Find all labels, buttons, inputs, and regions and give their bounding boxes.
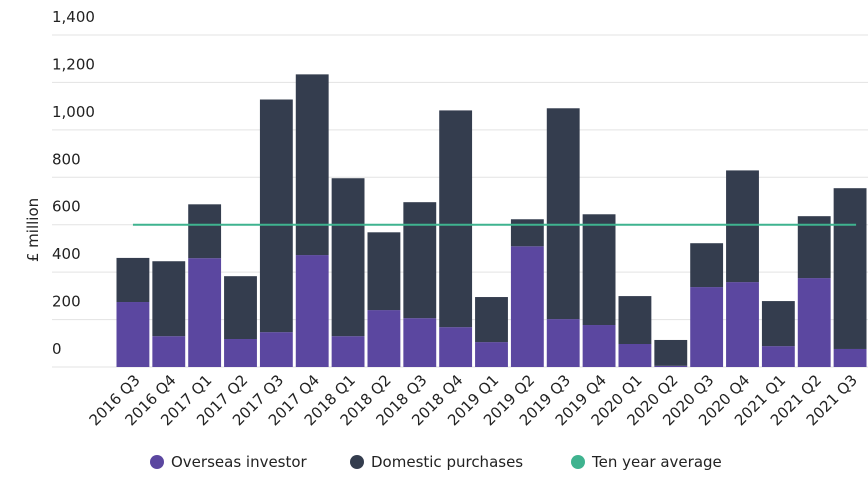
bar-segment — [331, 336, 365, 367]
bar-segment — [152, 261, 186, 337]
bar-segment — [510, 219, 544, 247]
y-tick-label: 1,200 — [52, 55, 95, 73]
bar-segment — [654, 365, 688, 367]
bar-segment — [761, 301, 795, 347]
bar-segment — [295, 74, 329, 256]
y-tick-label: 0 — [52, 340, 62, 358]
bar-segment — [224, 339, 257, 367]
bar-segment — [367, 232, 401, 311]
bar-segment — [259, 99, 293, 333]
bar-segment — [761, 346, 795, 367]
legend-label: Overseas investor — [171, 453, 308, 471]
y-tick-label: 600 — [52, 198, 81, 216]
bar-segment — [690, 287, 724, 367]
bar-segment — [618, 343, 652, 367]
y-tick-label: 1,400 — [52, 8, 95, 26]
bar-segment — [259, 332, 293, 367]
bar-segment — [116, 257, 150, 303]
bar-segment — [152, 336, 186, 367]
bar-segment — [188, 258, 222, 367]
bar-segment — [439, 327, 473, 367]
bar-segment — [403, 202, 437, 319]
legend-swatch — [350, 455, 364, 469]
bar-segment — [295, 255, 329, 367]
bar-segment — [475, 342, 508, 367]
bar-segment — [797, 216, 831, 279]
bar-segment — [331, 178, 365, 337]
bar-segment — [582, 214, 616, 326]
bar-segment — [546, 108, 580, 320]
y-tick-label: 200 — [52, 293, 81, 311]
bar-segment — [833, 348, 867, 367]
bar-segment — [618, 296, 652, 344]
bar-segment — [403, 318, 437, 367]
legend-swatch — [571, 455, 585, 469]
legend-label: Domestic purchases — [371, 453, 523, 471]
y-tick-label: 800 — [52, 150, 81, 168]
bar-segment — [510, 246, 544, 367]
bar-segment — [833, 188, 867, 349]
bar-segment — [224, 276, 257, 340]
bar-segment — [726, 170, 759, 283]
y-tick-label: 1,000 — [52, 103, 95, 121]
bar-segment — [116, 302, 150, 367]
bar-segment — [439, 110, 473, 328]
bar-segment — [367, 310, 401, 367]
bar-segment — [654, 339, 688, 366]
legend-swatch — [150, 455, 164, 469]
bar-segment — [726, 282, 759, 367]
bar-segment — [188, 204, 222, 259]
bar-segment — [690, 243, 724, 288]
bar-segment — [546, 319, 580, 367]
y-axis-title: £ million — [24, 198, 42, 262]
bar-segment — [582, 325, 616, 367]
legend-label: Ten year average — [591, 453, 722, 471]
bar-segment — [475, 297, 508, 343]
y-tick-label: 400 — [52, 245, 81, 263]
bar-segment — [797, 278, 831, 367]
